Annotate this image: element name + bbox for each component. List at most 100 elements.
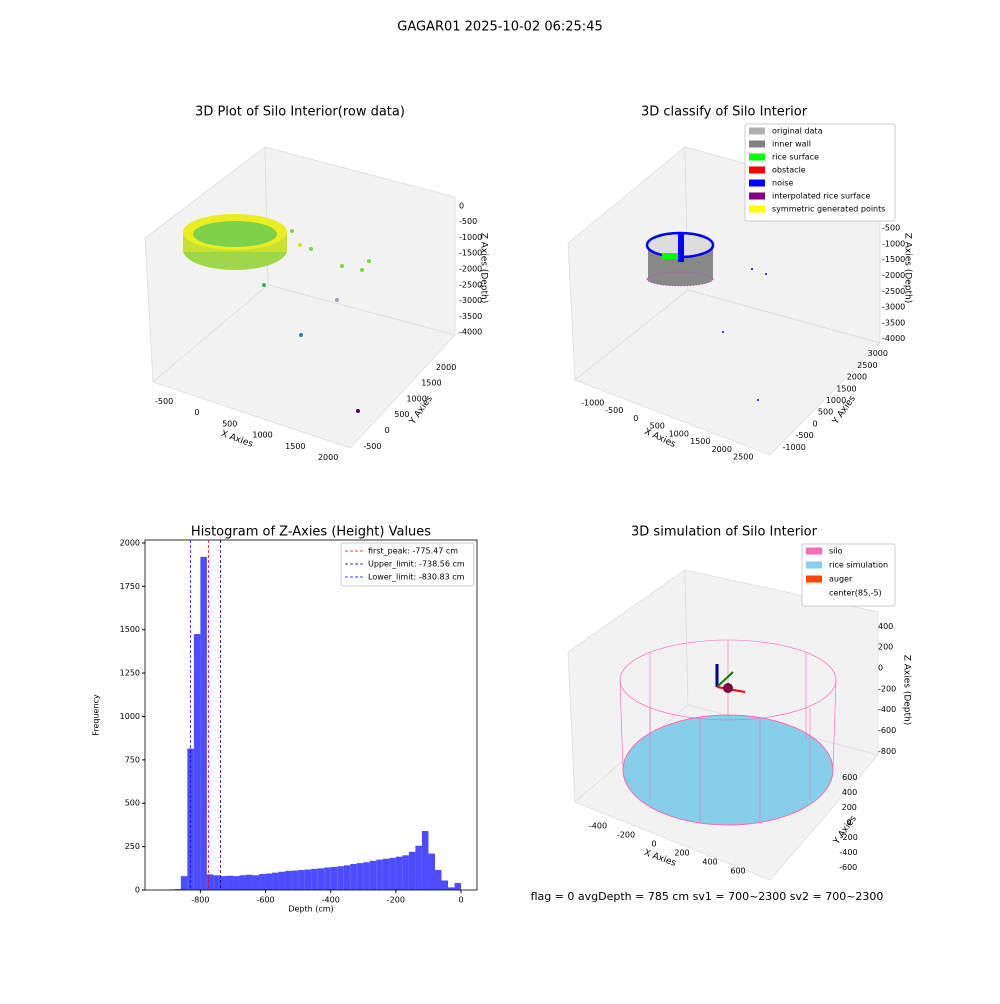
bar xyxy=(428,853,435,890)
y-tick-label: 1500 xyxy=(836,384,856,393)
axis-label: Z Axies (Depth) xyxy=(903,233,913,304)
point xyxy=(262,283,266,287)
x-tick-label: 500 xyxy=(650,422,665,431)
y-tick-label: 1250 xyxy=(120,669,140,678)
y-axis-label: Frequency xyxy=(92,694,101,736)
bar xyxy=(213,875,220,890)
y-tick-label: -600 xyxy=(839,863,857,872)
x-tick-label: -500 xyxy=(155,397,173,406)
x-tick-label: -200 xyxy=(617,830,635,839)
bar xyxy=(402,855,409,890)
legend-swatch xyxy=(749,179,765,187)
legend-label: inner wall xyxy=(772,140,811,149)
x-tick-label: -400 xyxy=(322,896,340,905)
y-tick-label: 0 xyxy=(846,818,851,827)
x-tick-label: -400 xyxy=(589,821,607,830)
legend-label: interpolated rice surface xyxy=(772,192,870,201)
bar xyxy=(232,876,240,890)
y-tick-label: 250 xyxy=(125,842,140,851)
z-tick-label: -3000 xyxy=(459,296,482,305)
y-tick-label: 600 xyxy=(842,773,857,782)
legend-swatch xyxy=(806,561,822,569)
bar xyxy=(317,868,325,890)
bar xyxy=(180,876,188,890)
panes-3 xyxy=(567,569,879,881)
bar xyxy=(408,851,416,890)
bar xyxy=(206,874,214,890)
legend-box xyxy=(744,123,896,222)
y-tick-label: 1000 xyxy=(406,394,426,403)
y-tick-label: 400 xyxy=(842,788,857,797)
subplot-title: 3D Plot of Silo Interior(row data) xyxy=(195,105,405,120)
x-tick-label: 400 xyxy=(702,858,717,867)
z-tick-label: -3500 xyxy=(459,312,482,321)
legend-label: first_peak: -775.47 cm xyxy=(368,547,458,556)
bar xyxy=(193,634,201,890)
bar xyxy=(304,869,312,890)
y-tick-label: 1000 xyxy=(826,396,846,405)
bar xyxy=(311,868,318,890)
legend-swatch xyxy=(806,575,822,583)
center xyxy=(723,683,733,693)
bar xyxy=(285,870,292,890)
y-tick-label: 500 xyxy=(818,408,833,417)
figure-title: GAGAR01 2025-10-02 06:25:45 xyxy=(397,20,602,35)
legend-label: Lower_limit: -830.83 cm xyxy=(368,573,465,582)
legend-swatch xyxy=(749,153,765,161)
z-tick-label: -400 xyxy=(878,705,896,714)
legend-swatch xyxy=(749,205,765,213)
x-tick-label: 0 xyxy=(651,839,656,848)
y-tick-label: 1750 xyxy=(120,582,140,591)
x-tick-label: -200 xyxy=(387,896,405,905)
y-tick-label: -400 xyxy=(839,848,857,857)
panes-0 xyxy=(144,146,456,449)
y-tick-label: -500 xyxy=(363,442,381,451)
z-tick-label: -2500 xyxy=(459,280,482,289)
legend-label: center(85,-5) xyxy=(829,589,882,598)
rice-surface xyxy=(622,714,834,826)
legend-swatch xyxy=(806,589,822,597)
legend-swatch xyxy=(749,127,765,135)
bar xyxy=(395,856,403,890)
y-tick-label: 2000 xyxy=(120,538,140,547)
x-tick-label: 1500 xyxy=(285,442,305,451)
auger-axis xyxy=(716,671,734,688)
z-tick-label: -500 xyxy=(882,224,900,233)
bar xyxy=(363,862,370,890)
y-tick-label: 3000 xyxy=(868,349,888,358)
bar xyxy=(330,866,338,890)
bar xyxy=(246,874,253,890)
x-tick-label: 2500 xyxy=(733,453,753,462)
z-tick-label: -1000 xyxy=(882,239,905,248)
x-tick-label: 2000 xyxy=(712,445,732,454)
point xyxy=(299,333,303,337)
x-tick-label: 0 xyxy=(194,408,199,417)
y-tick-label: -1000 xyxy=(783,443,806,452)
y-tick-label: 1500 xyxy=(421,379,441,388)
x-tick-label: 500 xyxy=(222,419,237,428)
y-tick-label: 500 xyxy=(394,410,409,419)
x-tick-label: -1000 xyxy=(581,398,604,407)
z-tick-label: -200 xyxy=(878,684,896,693)
y-tick-label: 200 xyxy=(842,803,857,812)
legend-swatch xyxy=(806,547,822,555)
legend-label: Upper_limit: -738.56 cm xyxy=(368,560,465,569)
legend-box xyxy=(801,543,896,607)
point xyxy=(765,273,767,275)
bar xyxy=(278,871,286,890)
x-axis-label: Depth (cm) xyxy=(288,905,333,914)
point xyxy=(298,243,302,247)
legend-swatch xyxy=(749,192,765,200)
z-tick-label: -500 xyxy=(459,217,477,226)
point xyxy=(722,331,724,333)
point xyxy=(356,409,360,413)
z-tick-label: 0 xyxy=(878,664,883,673)
bar xyxy=(343,865,351,890)
point xyxy=(309,247,313,251)
legend-label: obstacle xyxy=(772,166,806,175)
point xyxy=(367,259,371,263)
bar xyxy=(200,556,207,890)
legend-label: silo xyxy=(829,547,843,556)
bar xyxy=(369,860,377,890)
